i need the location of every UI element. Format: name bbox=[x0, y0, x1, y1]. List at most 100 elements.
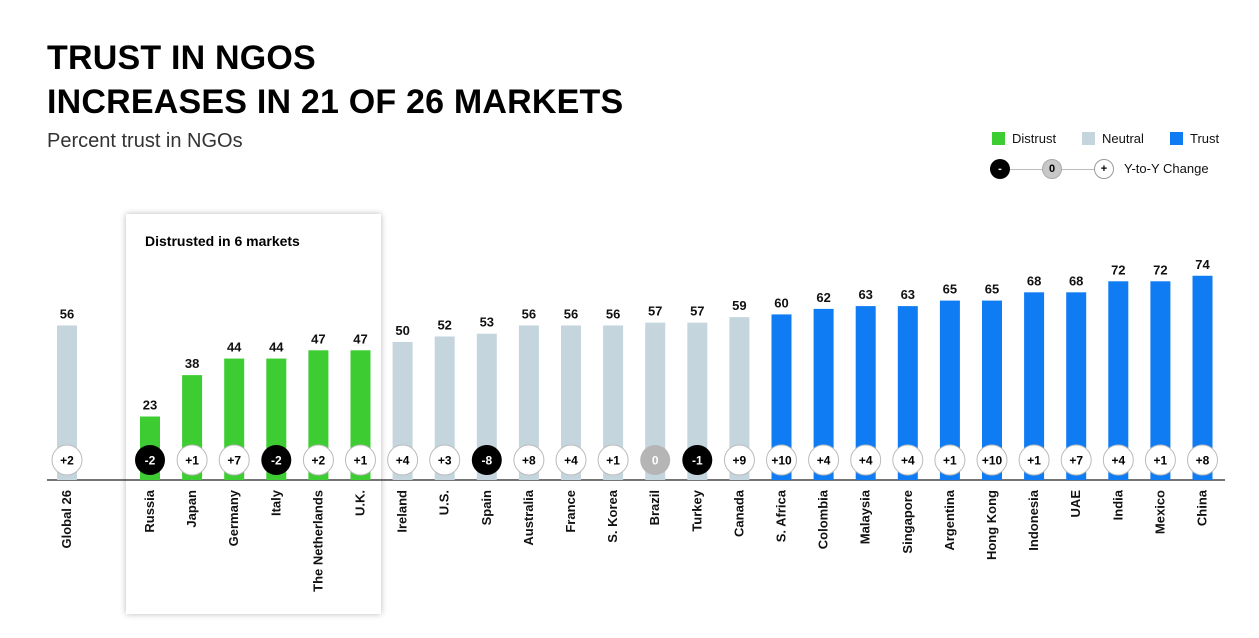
value-label: 72 bbox=[1153, 262, 1167, 277]
value-label: 59 bbox=[732, 298, 746, 313]
bar bbox=[982, 300, 1002, 480]
change-bubble bbox=[682, 445, 713, 475]
value-label: 53 bbox=[480, 315, 494, 330]
category-label: Mexico bbox=[1152, 490, 1167, 534]
change-label: +2 bbox=[60, 454, 74, 468]
value-label: 60 bbox=[774, 295, 788, 310]
value-label: 52 bbox=[437, 317, 451, 332]
title-line-2: INCREASES IN 21 OF 26 MARKETS bbox=[47, 83, 624, 121]
category-label: India bbox=[1110, 489, 1125, 520]
value-label: 72 bbox=[1111, 262, 1125, 277]
legend-label-distrust: Distrust bbox=[1012, 131, 1057, 146]
value-label: 62 bbox=[816, 290, 830, 305]
category-label: S. Korea bbox=[605, 489, 620, 543]
bar bbox=[603, 325, 624, 480]
value-label: 57 bbox=[690, 304, 704, 319]
value-label: 23 bbox=[143, 398, 157, 413]
change-label: +1 bbox=[1154, 454, 1168, 468]
change-label: +7 bbox=[1069, 454, 1083, 468]
change-bubble bbox=[471, 445, 502, 475]
value-label: 47 bbox=[311, 331, 325, 346]
category-label: Colombia bbox=[816, 489, 831, 549]
category-label: China bbox=[1195, 489, 1210, 526]
category-label: Turkey bbox=[689, 489, 704, 531]
bar bbox=[561, 325, 581, 480]
bar bbox=[729, 317, 750, 480]
change-label: +4 bbox=[817, 454, 831, 468]
bar bbox=[518, 325, 539, 480]
yoy-legend-label: Y-to-Y Change bbox=[1124, 161, 1209, 176]
bar bbox=[1024, 292, 1045, 480]
category-label: Global 26 bbox=[59, 490, 74, 549]
change-label: +1 bbox=[606, 454, 620, 468]
change-label: +4 bbox=[901, 454, 915, 468]
change-label: +1 bbox=[943, 454, 957, 468]
change-bubble bbox=[513, 444, 545, 476]
change-label: +10 bbox=[982, 454, 1003, 468]
value-label: 50 bbox=[395, 323, 409, 338]
bar bbox=[1192, 275, 1213, 480]
bar bbox=[687, 322, 708, 480]
value-label: 56 bbox=[564, 306, 578, 321]
change-label: +4 bbox=[1111, 454, 1125, 468]
value-label: 44 bbox=[269, 340, 284, 355]
change-label: +8 bbox=[1196, 454, 1210, 468]
bar bbox=[57, 325, 77, 480]
category-label: Hong Kong bbox=[984, 490, 999, 560]
change-bubble bbox=[766, 444, 797, 476]
distrust-callout-box: Distrusted in 6 markets bbox=[126, 214, 381, 614]
title-line-1: TRUST IN NGOS bbox=[47, 39, 316, 77]
change-label: +8 bbox=[522, 454, 536, 468]
yoy-positive-marker: + bbox=[1094, 159, 1114, 179]
value-label: 65 bbox=[943, 282, 957, 297]
yoy-negative-marker: - bbox=[990, 159, 1010, 179]
change-label: +4 bbox=[564, 454, 578, 468]
change-bubble bbox=[976, 444, 1008, 476]
legend-item-trust: Trust bbox=[1170, 131, 1219, 146]
chart-title: TRUST IN NGOS INCREASES IN 21 OF 26 MARK… bbox=[47, 36, 623, 124]
change-label: +1 bbox=[1027, 454, 1041, 468]
legend-swatch-distrust bbox=[992, 132, 1005, 145]
change-bubble bbox=[51, 444, 83, 476]
category-label: The Netherlands bbox=[310, 490, 325, 592]
change-label: +10 bbox=[771, 454, 792, 468]
bar bbox=[813, 308, 834, 480]
change-bubble bbox=[1018, 444, 1050, 476]
category-label: Spain bbox=[479, 490, 494, 525]
change-bubble bbox=[555, 444, 587, 476]
value-label: 63 bbox=[901, 287, 915, 302]
value-label: 65 bbox=[985, 282, 999, 297]
change-bubble bbox=[218, 444, 250, 476]
value-label: 68 bbox=[1069, 273, 1083, 288]
change-bubble bbox=[302, 444, 334, 476]
bar bbox=[1066, 292, 1087, 480]
change-label: +1 bbox=[354, 454, 368, 468]
legend-swatch-trust bbox=[1170, 132, 1183, 145]
category-label: Russia bbox=[142, 489, 157, 532]
legend-label-neutral: Neutral bbox=[1102, 131, 1144, 146]
category-label: Malaysia bbox=[858, 489, 873, 544]
bar bbox=[1150, 281, 1171, 480]
category-label: Singapore bbox=[900, 490, 915, 554]
value-label: 56 bbox=[60, 306, 74, 321]
category-label: S. Africa bbox=[774, 489, 789, 542]
change-label: +1 bbox=[185, 454, 199, 468]
change-bubble bbox=[934, 444, 966, 476]
change-bubble bbox=[892, 444, 924, 476]
bar bbox=[434, 336, 455, 480]
value-label: 56 bbox=[606, 306, 620, 321]
change-label: 0 bbox=[652, 454, 659, 468]
bar bbox=[1108, 281, 1129, 480]
change-label: +7 bbox=[227, 454, 241, 468]
change-label: +4 bbox=[396, 454, 410, 468]
value-label: 47 bbox=[353, 331, 367, 346]
value-label: 68 bbox=[1027, 273, 1041, 288]
change-label: +4 bbox=[859, 454, 873, 468]
chart-subtitle: Percent trust in NGOs bbox=[47, 130, 243, 152]
category-label: Japan bbox=[184, 490, 199, 528]
change-label: -8 bbox=[481, 454, 492, 468]
change-label: -1 bbox=[692, 454, 703, 468]
category-label: Ireland bbox=[395, 490, 410, 533]
change-label: +2 bbox=[312, 454, 326, 468]
change-bubble bbox=[808, 444, 840, 476]
